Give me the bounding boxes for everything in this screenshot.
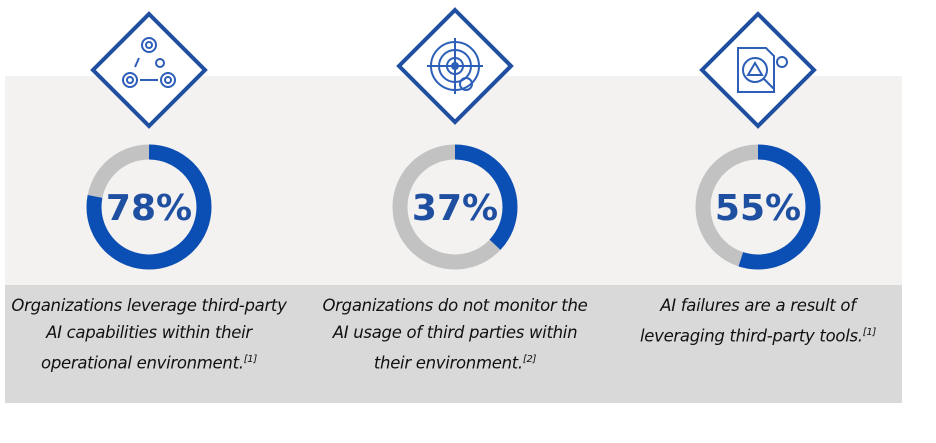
- caption-2: Organizations do not monitor the AI usag…: [322, 296, 588, 373]
- donut-1: 78%: [86, 144, 212, 270]
- gears-link-icon: [90, 11, 208, 129]
- percent-label: 37%: [412, 188, 498, 229]
- caption-band: [5, 285, 902, 403]
- donut-value-arc: [86, 144, 212, 270]
- donut-value-arc: [392, 144, 518, 270]
- caption-1: Organizations leverage third-party AI ca…: [11, 296, 287, 373]
- percent-label: 55%: [715, 188, 801, 229]
- donut-2: 37%: [392, 144, 518, 270]
- document-warning-icon: [699, 11, 817, 129]
- percent-label: 78%: [106, 188, 192, 229]
- donut-3: 55%: [695, 144, 821, 270]
- caption-3: AI failures are a result of leveraging t…: [639, 296, 876, 346]
- donut-value-arc: [695, 144, 821, 270]
- radar-target-icon: [396, 7, 514, 125]
